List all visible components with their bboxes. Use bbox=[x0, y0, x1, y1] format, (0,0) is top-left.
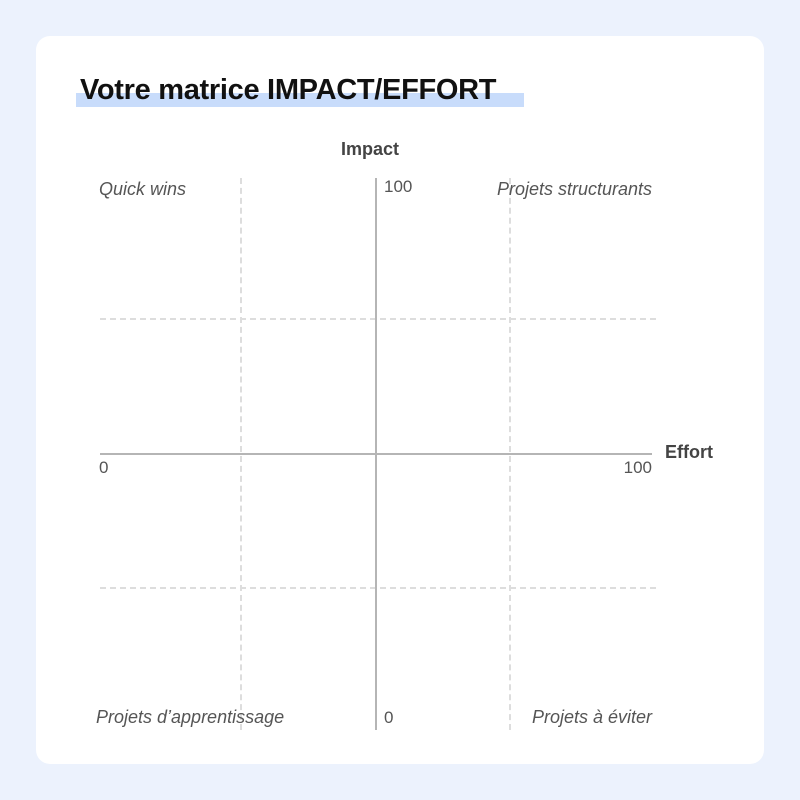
grid-line-horizontal-top bbox=[100, 318, 656, 320]
x-axis-line bbox=[100, 453, 652, 455]
x-axis-min-tick: 0 bbox=[99, 458, 109, 477]
y-axis-min-tick: 0 bbox=[384, 708, 394, 727]
title-highlight bbox=[76, 93, 524, 107]
x-axis-title: Effort bbox=[665, 442, 713, 462]
page-title: Votre matrice IMPACT/EFFORT bbox=[80, 74, 497, 106]
grid-line-horizontal-bottom bbox=[100, 587, 656, 589]
y-axis-max-tick: 100 bbox=[384, 177, 413, 196]
quadrant-label-projets-structurants: Projets structurants bbox=[496, 179, 652, 199]
quadrant-label-projets-a-eviter: Projets à éviter bbox=[531, 707, 652, 727]
x-axis-max-tick: 100 bbox=[623, 458, 652, 477]
quadrant-label-projets-apprentissage: Projets d’apprentissage bbox=[96, 707, 285, 727]
quadrant-label-quick-wins: Quick wins bbox=[99, 179, 187, 199]
matrix-card bbox=[36, 36, 764, 764]
y-axis-title: Impact bbox=[341, 139, 400, 159]
